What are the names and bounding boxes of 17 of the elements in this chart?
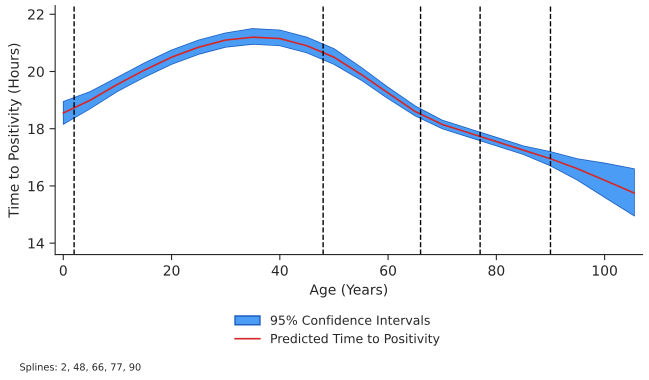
x-tick-label: 80: [488, 265, 504, 276]
x-axis-title: Age (Years): [310, 284, 388, 298]
legend-label: Predicted Time to Positivity: [271, 334, 440, 346]
x-tick-label: 0: [60, 265, 67, 276]
x-tick-label: 20: [164, 265, 180, 276]
y-tick-label: 14: [28, 238, 44, 248]
y-axis-title: Time to Positivity (Hours): [8, 44, 22, 218]
y-tick-label: 16: [28, 180, 44, 192]
y-tick-label: 22: [28, 9, 44, 20]
line-series: [62, 36, 636, 194]
text: 95% Confidence Intervals: [270, 315, 430, 325]
text: Splines: 2, 48, 66, 77, 90: [20, 363, 141, 373]
x-tick-label: 40: [272, 265, 288, 276]
y-tick-label: 20: [28, 66, 44, 77]
x-tick-label: 100: [592, 265, 617, 276]
y-tick-label: 18: [28, 124, 44, 134]
x-tick-label: 60: [380, 265, 396, 276]
